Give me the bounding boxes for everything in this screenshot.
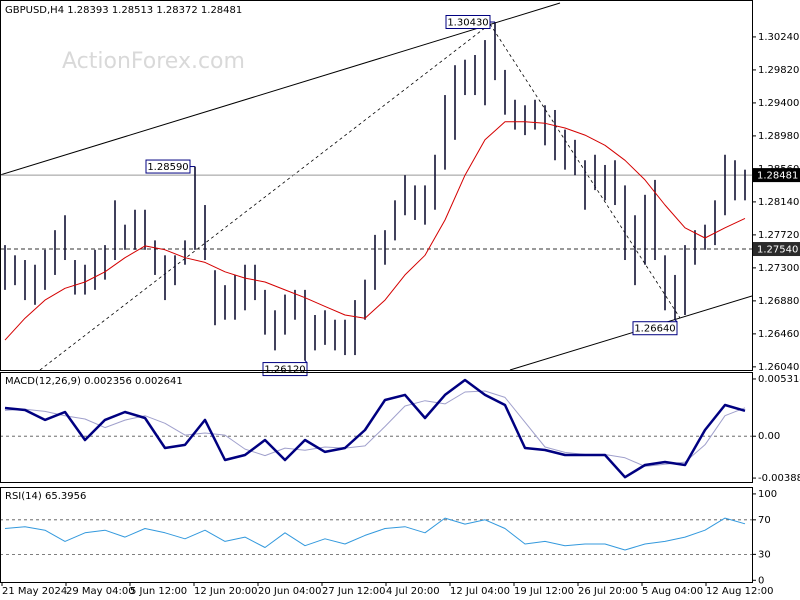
quote-header: GBPUSD,H4 1.28393 1.28513 1.28372 1.2848… [5,5,242,16]
y-tick-label: 1.26460 [758,329,799,340]
y-tick-label: 1.27720 [758,230,799,241]
x-tick-label: 20 Jun 04:00 [258,586,322,597]
quote-open: 1.28393 [67,5,108,16]
main-panel-border [0,0,753,371]
x-tick-label: 21 May 2024 [2,586,67,597]
rsi-title: RSI(14) [5,491,42,502]
fib-line [39,23,491,370]
price-label-box [753,168,800,183]
channel-lower [509,295,752,370]
moving-average [4,121,746,341]
watermark: ActionForex.com [62,49,245,74]
x-tick-label: 5 Jun 12:00 [130,586,187,597]
annotation-box [632,321,678,336]
indicator-line [4,378,746,479]
rsi-header: RSI(14) 65.3956 [5,491,86,502]
y-tick-label: 1.29820 [758,65,799,76]
macd-title: MACD(12,26,9) [5,376,81,387]
indicator-line [4,517,746,551]
x-tick-label: 19 Jul 12:00 [514,586,574,597]
y-tick-label: 30 [758,549,771,560]
x-tick-label: 26 Jul 20:00 [578,586,638,597]
quote-close: 1.28481 [201,5,242,16]
annotation-label: 1.26640 [634,324,675,335]
x-tick-label: 27 Jun 12:00 [322,586,386,597]
symbol: GBPUSD,H4 [5,5,64,16]
y-tick-label: 70 [758,515,771,526]
macd-header: MACD(12,26,9) 0.002356 0.002641 [5,376,183,387]
macd-panel-border [0,372,753,483]
x-tick-label: 12 Jul 04:00 [450,586,510,597]
quote-high: 1.28513 [112,5,153,16]
signal-value: 0.002641 [135,376,183,387]
y-tick-label: 1.29400 [758,98,799,109]
level-label: 1.27540 [757,245,798,256]
x-tick-label: 4 Jul 20:00 [386,586,440,597]
macd-value: 0.002356 [84,376,132,387]
x-tick-label: 29 May 04:00 [66,586,135,597]
y-tick-label: 1.28980 [758,131,799,142]
x-tick-label: 12 Jun 20:00 [194,586,258,597]
indicator-line [4,390,746,467]
y-tick-label: 1.30240 [758,32,799,43]
y-tick-label: 1.27300 [758,263,799,274]
price-label: 1.28481 [757,171,798,182]
rsi-value: 65.3956 [45,491,86,502]
y-tick-label: 100 [758,489,777,500]
x-tick-label: 12 Aug 12:00 [706,586,773,597]
annotation-label: 1.28590 [147,162,188,173]
annotation-box [445,14,491,29]
rsi-panel-border [0,487,753,583]
y-tick-label: -0.003885 [758,473,800,484]
level-label-box [753,242,800,257]
y-tick-label: 1.28140 [758,197,799,208]
annotation-box [145,159,191,174]
y-tick-label: 1.26040 [758,362,799,373]
channel-upper [0,2,561,176]
annotation-label: 1.30430 [447,17,488,28]
x-tick-label: 5 Aug 04:00 [642,586,703,597]
quote-low: 1.28372 [156,5,197,16]
y-tick-label: 1.26880 [758,296,799,307]
y-tick-label: 0.005314 [758,374,800,385]
y-tick-label: 0 [758,575,764,586]
plot-layer: 1.302401.298201.294001.289801.285601.281… [0,14,800,597]
y-tick-label: 0.00 [758,431,780,442]
